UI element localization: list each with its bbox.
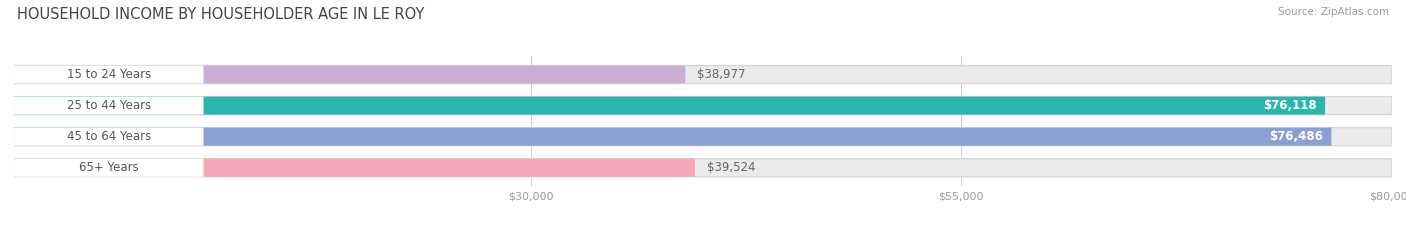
FancyBboxPatch shape <box>14 159 1392 177</box>
FancyBboxPatch shape <box>14 97 1392 115</box>
FancyBboxPatch shape <box>14 128 204 146</box>
Text: $39,524: $39,524 <box>707 161 755 174</box>
Text: $76,486: $76,486 <box>1270 130 1323 143</box>
FancyBboxPatch shape <box>14 159 695 177</box>
FancyBboxPatch shape <box>14 65 685 84</box>
Text: 15 to 24 Years: 15 to 24 Years <box>66 68 150 81</box>
Text: 45 to 64 Years: 45 to 64 Years <box>66 130 150 143</box>
Text: HOUSEHOLD INCOME BY HOUSEHOLDER AGE IN LE ROY: HOUSEHOLD INCOME BY HOUSEHOLDER AGE IN L… <box>17 7 425 22</box>
FancyBboxPatch shape <box>14 65 1392 84</box>
Text: Source: ZipAtlas.com: Source: ZipAtlas.com <box>1278 7 1389 17</box>
FancyBboxPatch shape <box>14 128 1331 146</box>
Text: 25 to 44 Years: 25 to 44 Years <box>66 99 150 112</box>
Text: 65+ Years: 65+ Years <box>79 161 139 174</box>
FancyBboxPatch shape <box>14 128 1392 146</box>
Text: $38,977: $38,977 <box>697 68 747 81</box>
FancyBboxPatch shape <box>14 97 204 115</box>
FancyBboxPatch shape <box>14 97 1324 115</box>
Text: $76,118: $76,118 <box>1263 99 1316 112</box>
FancyBboxPatch shape <box>14 159 204 177</box>
FancyBboxPatch shape <box>14 65 204 84</box>
